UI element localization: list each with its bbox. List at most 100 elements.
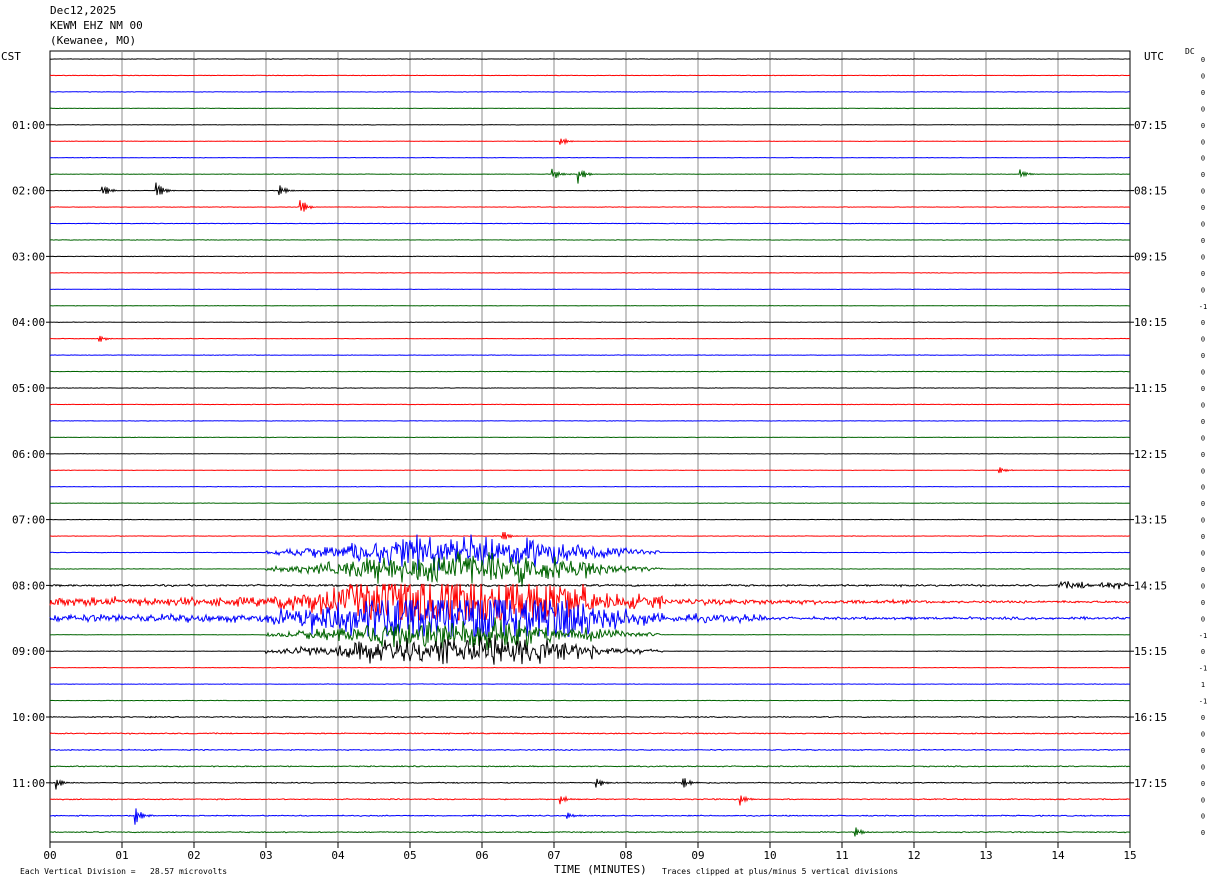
- dc-offset-value: -1: [1199, 698, 1207, 706]
- header-station: KEWM EHZ NM 00: [50, 19, 143, 32]
- dc-offset-value: 0: [1201, 56, 1205, 64]
- trace-line-7: [49, 168, 1131, 184]
- trace-line-25: [49, 467, 1130, 474]
- x-tick-label-02: 02: [187, 849, 200, 862]
- trace-line-13: [49, 271, 1131, 274]
- dc-offset-value: 0: [1201, 615, 1205, 623]
- right-hour-label: 14:15: [1134, 579, 1167, 592]
- dc-offset-value: 0: [1201, 138, 1205, 146]
- dc-offset-value: 0: [1201, 72, 1205, 80]
- x-tick-label-10: 10: [763, 849, 776, 862]
- dc-offset-value: 0: [1201, 253, 1205, 261]
- header-date: Dec12,2025: [50, 4, 117, 17]
- trace-line-42: [49, 748, 1131, 752]
- trace-line-4: [49, 123, 1131, 126]
- dc-offset-value: 0: [1201, 648, 1205, 656]
- trace-line-39: [49, 699, 1131, 702]
- dc-offset-value: 0: [1201, 566, 1205, 574]
- trace-line-22: [49, 420, 1130, 422]
- right-hour-label: 15:15: [1134, 645, 1167, 658]
- trace-line-0: [49, 58, 1131, 60]
- right-hour-label: 08:15: [1134, 185, 1167, 198]
- dc-offset-value: 0: [1201, 336, 1205, 344]
- trace-line-40: [49, 715, 1131, 719]
- trace-line-14: [50, 288, 1131, 291]
- trace-line-12: [50, 255, 1131, 258]
- x-tick-label-08: 08: [619, 849, 632, 862]
- x-tick-label-06: 06: [475, 849, 488, 862]
- dc-offset-value: 0: [1201, 763, 1205, 771]
- trace-line-28: [49, 518, 1131, 521]
- right-hour-label: 17:15: [1134, 777, 1167, 790]
- right-hour-label: 07:15: [1134, 119, 1167, 132]
- dc-offset-value: 0: [1201, 484, 1205, 492]
- trace-line-41: [49, 732, 1131, 735]
- dc-offset-value: 0: [1201, 352, 1205, 360]
- x-tick-label-07: 07: [547, 849, 560, 862]
- dc-offset-value: 0: [1201, 188, 1205, 196]
- dc-offset-value: 0: [1201, 401, 1205, 409]
- trace-line-29: [50, 532, 1130, 540]
- trace-line-11: [49, 239, 1131, 241]
- left-hour-label: 11:00: [12, 777, 45, 790]
- trace-line-5: [50, 137, 1130, 146]
- dc-offset-value: 0: [1201, 385, 1205, 393]
- trace-line-10: [49, 222, 1131, 225]
- trace-line-23: [50, 436, 1131, 439]
- x-tick-label-12: 12: [907, 849, 920, 862]
- trace-line-45: [49, 795, 1131, 806]
- left-hour-label: 05:00: [12, 382, 45, 395]
- dc-offset-value: 0: [1201, 517, 1205, 525]
- trace-line-37: [50, 666, 1131, 669]
- header-location: (Kewanee, MO): [50, 34, 137, 47]
- dc-offset-value: 0: [1201, 171, 1205, 179]
- trace-line-33: [49, 583, 1131, 622]
- dc-offset-value: 0: [1201, 730, 1205, 738]
- left-hour-label: 09:00: [12, 645, 45, 658]
- trace-line-18: [50, 354, 1131, 356]
- left-hour-label: 07:00: [12, 514, 45, 527]
- trace-line-43: [49, 765, 1131, 768]
- trace-line-6: [49, 156, 1131, 159]
- dc-offset-value: 0: [1201, 221, 1205, 229]
- dc-offset-value: 0: [1201, 122, 1205, 130]
- left-hour-label: 10:00: [12, 711, 45, 724]
- trace-line-44: [50, 778, 1131, 790]
- trace-line-3: [49, 107, 1131, 110]
- x-tick-label-13: 13: [979, 849, 992, 862]
- dc-offset-value: 0: [1201, 500, 1205, 508]
- dc-offset-value: 1: [1201, 681, 1205, 689]
- trace-line-26: [50, 485, 1131, 488]
- dc-offset-value: 0: [1201, 270, 1205, 278]
- left-hour-label: 01:00: [12, 119, 45, 132]
- right-hour-label: 12:15: [1134, 448, 1167, 461]
- right-hour-label: 13:15: [1134, 514, 1167, 527]
- dc-offset-value: 0: [1201, 369, 1205, 377]
- dc-offset-value: 0: [1201, 533, 1205, 541]
- right-hour-label: 10:15: [1134, 316, 1167, 329]
- clip-note: Traces clipped at plus/minus 5 vertical …: [662, 867, 899, 876]
- dc-offset-value: -1: [1199, 665, 1207, 673]
- dc-label: DC: [1185, 47, 1195, 56]
- dc-offset-value: 0: [1201, 155, 1205, 163]
- dc-offset-value: 0: [1201, 599, 1205, 607]
- left-hour-label: 02:00: [12, 185, 45, 198]
- trace-line-46: [49, 808, 1131, 825]
- trace-line-35: [49, 617, 1131, 651]
- scale-note: Each Vertical Division = 28.57 microvolt…: [20, 867, 228, 876]
- dc-offset-value: 0: [1201, 319, 1205, 327]
- trace-line-17: [50, 335, 1130, 342]
- dc-offset-value: 0: [1201, 451, 1205, 459]
- dc-offset-value: -1: [1199, 303, 1207, 311]
- trace-line-20: [50, 387, 1131, 389]
- dc-offset-value: 0: [1201, 105, 1205, 113]
- trace-line-27: [49, 502, 1130, 505]
- x-tick-label-09: 09: [691, 849, 704, 862]
- trace-line-19: [49, 370, 1131, 373]
- dc-offset-value: 0: [1201, 714, 1205, 722]
- trace-line-1: [49, 74, 1131, 77]
- trace-line-24: [49, 452, 1131, 455]
- dc-offset-value: 0: [1201, 796, 1205, 804]
- plot-frame: [49, 50, 1131, 843]
